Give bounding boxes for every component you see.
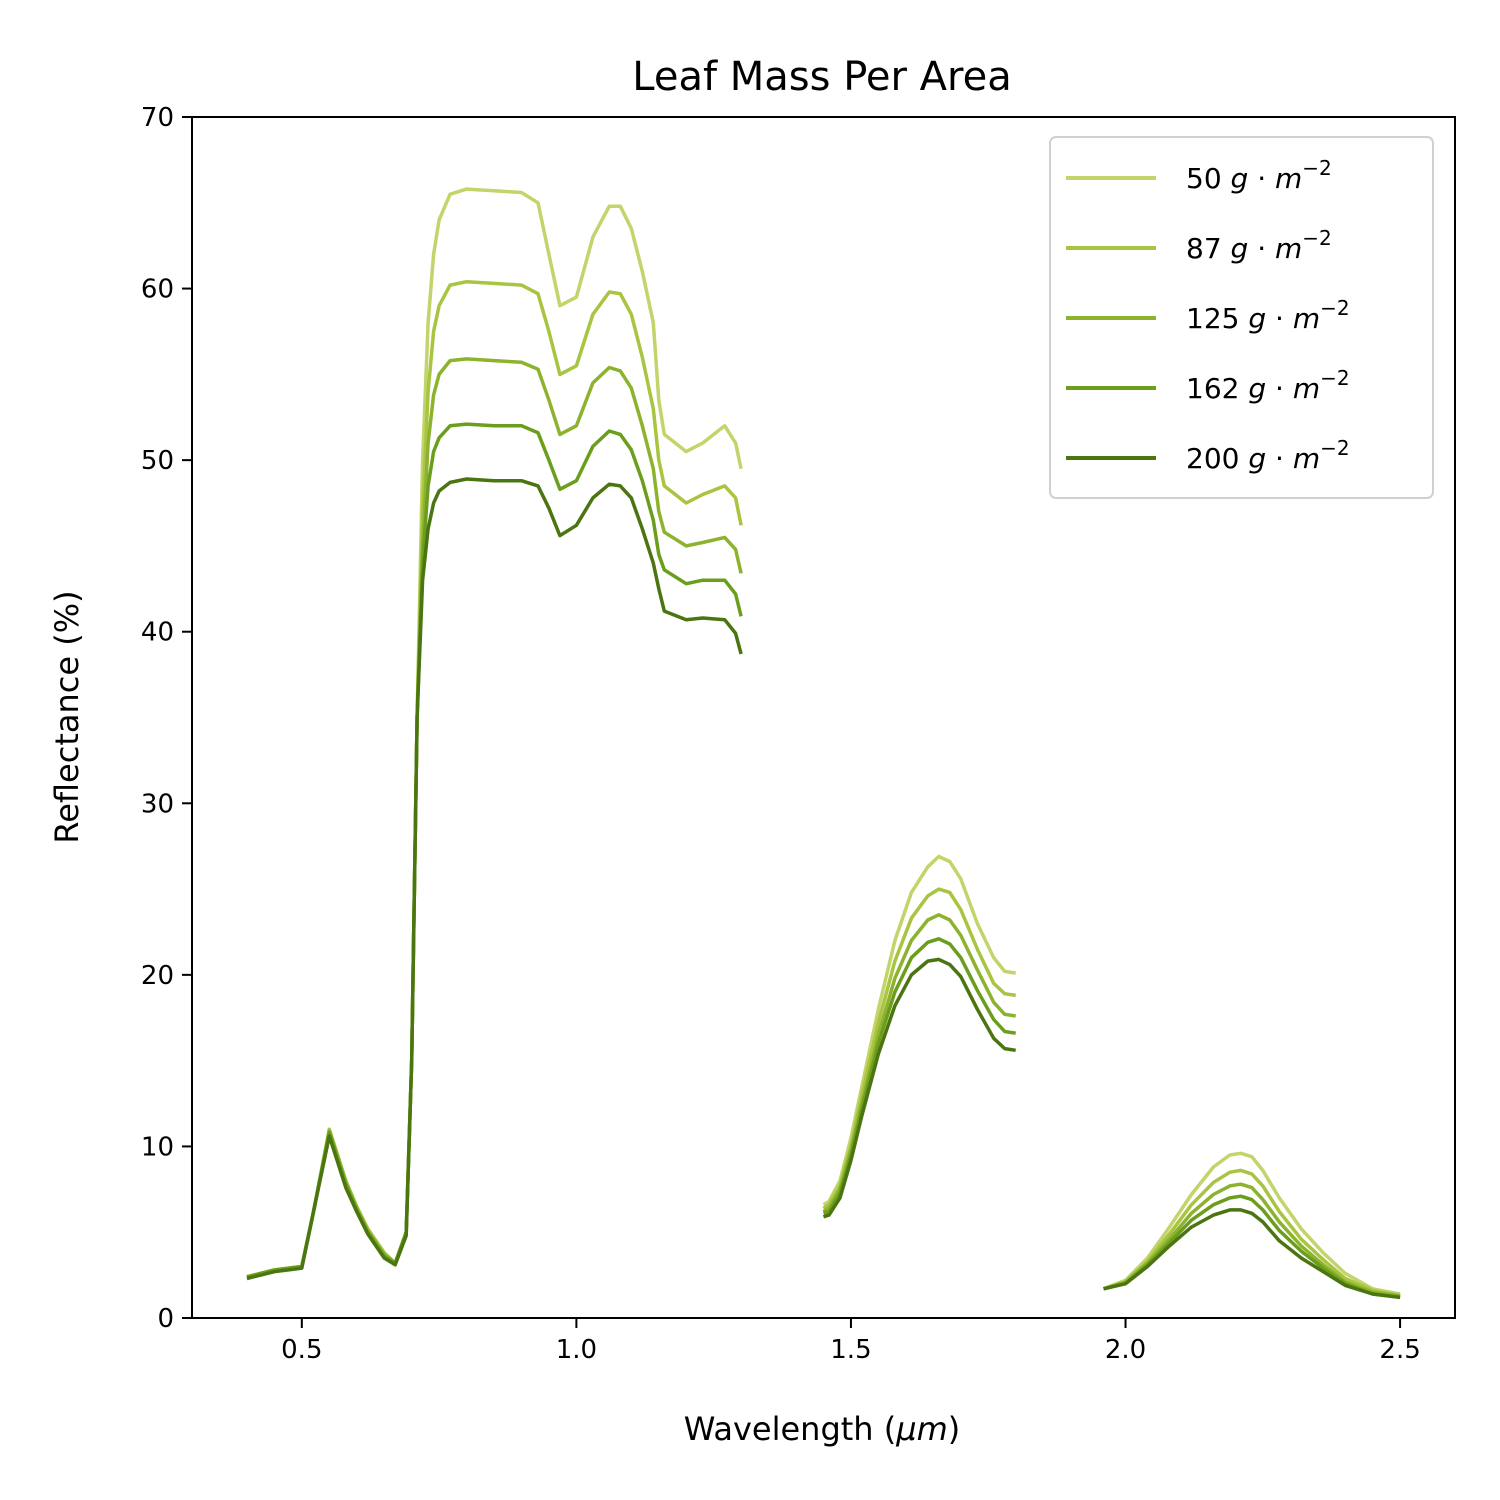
y-tick-label: 60	[141, 275, 174, 305]
x-axis-label: Wavelength (μm)	[684, 1410, 961, 1448]
x-tick-label: 2.5	[1379, 1335, 1420, 1365]
y-tick-label: 0	[157, 1304, 174, 1334]
plot-frame	[191, 116, 1456, 1319]
chart-title: Leaf Mass Per Area	[632, 54, 1011, 100]
x-tick-label: 0.5	[281, 1335, 322, 1365]
y-tick-label: 70	[141, 103, 174, 133]
series-line-200-segment-2	[822, 957, 1016, 1219]
series-line-125-segment-3	[1103, 1182, 1401, 1298]
series-line-162-segment-3	[1103, 1194, 1401, 1300]
plot-lines	[246, 187, 1401, 1300]
y-tick-label: 10	[141, 1132, 174, 1162]
x-axis: 0.5 1.0 1.5 2.0 2.5	[281, 1318, 1421, 1365]
series-line-87-segment-3	[1103, 1168, 1401, 1298]
legend-label-87: 87 g · m−2	[1186, 226, 1332, 265]
y-axis: 0 10 20 30 40 50 60 70	[141, 103, 192, 1334]
y-axis-label: Reflectance (%)	[48, 590, 86, 843]
y-tick-label: 30	[141, 789, 174, 819]
legend-label-200: 200 g · m−2	[1186, 436, 1350, 475]
y-tick-label: 20	[141, 961, 174, 991]
legend-box	[1049, 136, 1434, 499]
legend-label-162: 162 g · m−2	[1186, 366, 1350, 405]
y-tick-label: 50	[141, 446, 174, 476]
x-tick-label: 1.0	[556, 1335, 597, 1365]
series-line-200-segment-1	[246, 477, 743, 1281]
legend-label-125: 125 g · m−2	[1186, 296, 1350, 335]
x-tick-label: 2.0	[1105, 1335, 1146, 1365]
series-line-50-segment-3	[1102, 1151, 1401, 1296]
legend: 50 g · m−2 87 g · m−2 125 g · m−2 162 g · m…	[1049, 136, 1434, 499]
series-line-200-segment-3	[1103, 1208, 1401, 1300]
series-line-50-segment-2	[822, 854, 1016, 1207]
legend-label-50: 50 g · m−2	[1186, 156, 1332, 195]
y-tick-label: 40	[141, 618, 174, 648]
x-tick-label: 1.5	[830, 1335, 871, 1365]
